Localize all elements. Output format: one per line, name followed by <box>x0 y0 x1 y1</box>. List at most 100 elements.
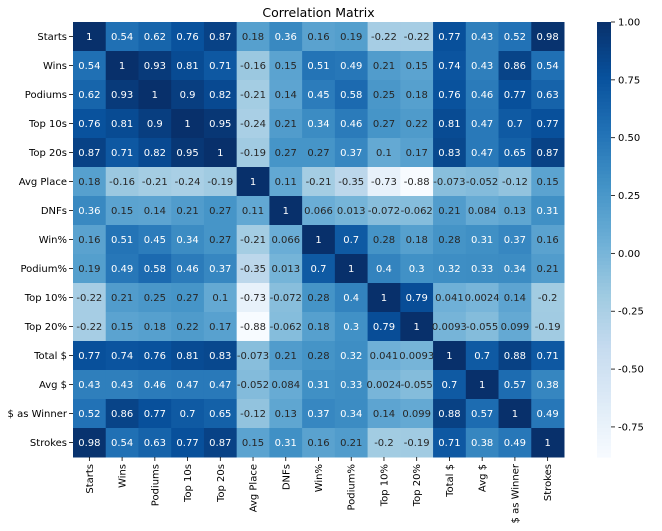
cell-value-label: 0.18 <box>406 90 428 101</box>
heatmap-cell-3-12 <box>465 109 500 139</box>
heatmap-cell-7-9 <box>367 225 401 255</box>
heatmap-cell-2-9 <box>367 80 401 110</box>
cell-value-label: -0.2 <box>538 293 558 304</box>
heatmap-cell-14-6 <box>269 428 303 458</box>
cell-value-label: 0.57 <box>471 409 493 420</box>
heatmap-cell-11-13 <box>498 341 532 371</box>
heatmap-cell-10-11 <box>433 312 467 342</box>
colorbar-segment <box>597 446 611 451</box>
cell-value-label: 0.36 <box>275 32 297 43</box>
cell-value-label: 0.14 <box>144 206 166 217</box>
colorbar-segment <box>597 112 611 117</box>
cell-value-label: 0.71 <box>111 148 133 159</box>
cell-value-label: 0.87 <box>209 438 231 449</box>
heatmap-cell-0-0 <box>73 22 107 52</box>
heatmap-cell-10-5 <box>236 312 270 342</box>
heatmap-cell-9-13 <box>498 283 532 313</box>
cell-value-label: 0.17 <box>209 322 231 333</box>
cell-value-label: 0.49 <box>504 438 526 449</box>
heatmap-cell-10-3 <box>171 312 205 342</box>
heatmap-cell-10-6 <box>269 312 303 342</box>
heatmap-cell-13-2 <box>138 399 172 429</box>
row-tick-label: Starts <box>37 32 67 43</box>
colorbar-segment <box>597 217 611 222</box>
heatmap-cell-6-4 <box>203 196 238 226</box>
heatmap-cell-6-11 <box>433 196 467 226</box>
heatmap-cell-8-14 <box>531 254 565 284</box>
cell-value-label: -0.88 <box>404 177 430 188</box>
cell-value-label: 0.46 <box>340 119 362 130</box>
heatmap-cell-13-9 <box>367 399 401 429</box>
colorbar-segment <box>597 199 611 204</box>
heatmap-cell-6-9 <box>367 196 401 226</box>
colorbar-segment <box>597 239 611 244</box>
cell-value-label: 0.013 <box>337 206 366 217</box>
colorbar-segment <box>597 373 611 378</box>
heatmap-cell-0-9 <box>367 22 401 52</box>
colorbar-segment <box>597 399 611 404</box>
column-tick-label: Strokes <box>543 464 554 501</box>
colorbar-segment <box>597 148 611 154</box>
row-tick-label: Wins <box>43 61 67 72</box>
heatmap-cell-1-14 <box>531 51 565 81</box>
row-tick-label: DNFs <box>41 206 67 217</box>
heatmap-cell-6-10 <box>400 196 434 226</box>
cell-value-label: 0.0093 <box>432 322 467 333</box>
colorbar-tick-label: -0.75 <box>618 422 644 433</box>
cell-value-label: 0.62 <box>78 90 100 101</box>
cell-value-label: 0.16 <box>78 235 100 246</box>
heatmap-cell-10-13 <box>498 312 532 342</box>
colorbar-segment <box>597 235 611 241</box>
cell-value-label: -0.21 <box>306 177 332 188</box>
heatmap-cell-0-5 <box>236 22 270 52</box>
column-tick-label: Top 20% <box>412 464 423 507</box>
cell-value-label: 1 <box>544 438 550 449</box>
colorbar-segment <box>597 290 611 295</box>
heatmap-cell-0-8 <box>334 22 369 52</box>
cell-value-label: 0.77 <box>144 409 166 420</box>
row-tick-label: Win% <box>39 235 67 246</box>
cell-value-label: 0.37 <box>340 148 362 159</box>
cell-value-label: 0.15 <box>242 438 264 449</box>
cell-value-label: 0.43 <box>78 380 100 391</box>
cell-value-label: 0.86 <box>111 409 133 420</box>
cell-value-label: 0.46 <box>144 380 166 391</box>
cell-value-label: 0.83 <box>209 351 231 362</box>
heatmap-cell-7-12 <box>465 225 500 255</box>
heatmap-cell-4-5 <box>236 138 270 168</box>
cell-value-label: 0.71 <box>438 438 460 449</box>
heatmap-cell-12-7 <box>302 370 336 400</box>
cell-value-label: 0.14 <box>275 90 297 101</box>
colorbar-segment <box>597 177 611 183</box>
cell-value-label: 0.084 <box>468 206 497 217</box>
heatmap-cell-13-4 <box>203 399 238 429</box>
colorbar-segment <box>597 370 611 375</box>
cell-value-label: -0.2 <box>374 438 394 449</box>
cell-value-label: 0.79 <box>406 293 428 304</box>
cell-value-label: 0.95 <box>176 148 198 159</box>
heatmap-cell-13-3 <box>171 399 205 429</box>
heatmap-cell-4-7 <box>302 138 336 168</box>
colorbar: 1.00 0.75 0.50 0.25 0.00 -0.25 -0.50 -0.75 <box>597 18 644 458</box>
cell-value-label: 0.14 <box>373 409 395 420</box>
row-tick-label: Strokes <box>30 438 67 449</box>
heatmap-cell-13-6 <box>269 399 303 429</box>
heatmap-cell-6-3 <box>171 196 205 226</box>
colorbar-segment <box>597 301 611 306</box>
heatmap-cell-9-2 <box>138 283 172 313</box>
heatmap-cell-7-14 <box>531 225 565 255</box>
cell-value-label: 0.18 <box>406 235 428 246</box>
heatmap-cell-11-4 <box>203 341 238 371</box>
colorbar-segment <box>597 355 611 360</box>
cell-value-label: -0.19 <box>207 177 233 188</box>
heatmap-cell-10-7 <box>302 312 336 342</box>
cell-value-label: 1 <box>119 61 125 72</box>
cell-value-label: -0.073 <box>237 351 269 362</box>
colorbar-segment <box>597 72 611 77</box>
heatmap-cell-11-10 <box>400 341 434 371</box>
colorbar-segment <box>597 22 611 27</box>
colorbar-segment <box>597 322 611 328</box>
cell-value-label: -0.24 <box>240 119 266 130</box>
cell-value-label: -0.052 <box>237 380 269 391</box>
